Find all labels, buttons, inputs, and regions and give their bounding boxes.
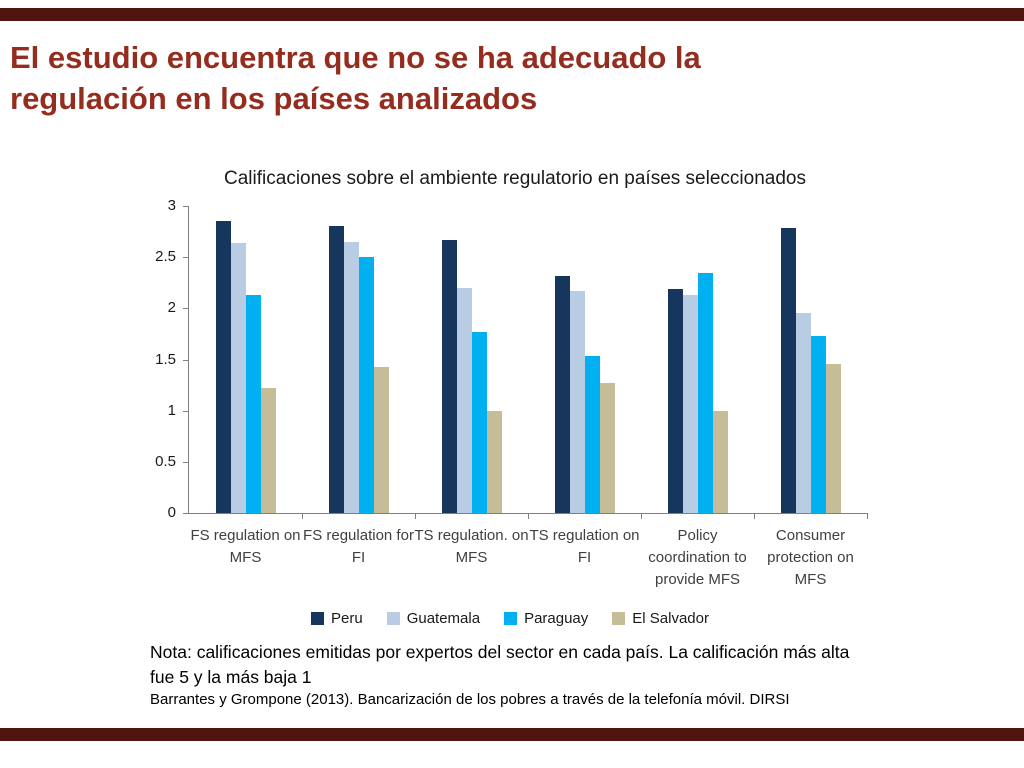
y-tick-label: 3 [167,197,176,214]
bar-group: TS regulation. on MFS [414,206,529,566]
bar-group: TS regulation on FI [528,206,642,566]
bar-peru [554,275,570,513]
bar-cluster [215,206,276,513]
legend-swatch [386,612,400,625]
bar-el-salvador [825,363,841,513]
bar-cluster [780,206,841,513]
bar-paraguay [810,335,826,513]
bar-el-salvador [712,410,728,513]
bar-cluster [554,206,615,513]
bottom-accent-bar [0,728,1024,741]
bar-peru [780,227,796,513]
y-tick-label: 2.5 [155,248,176,266]
bar-chart: 0 0.5 1 1.5 2 2.5 3 FS regulation on MFS FS reg… [148,198,872,626]
bar-guatemala [682,295,698,513]
bar-cluster [441,206,502,513]
bar-paraguay [471,331,487,513]
y-tick-label: 0 [167,504,176,521]
bar-group: FS regulation for FI [302,206,416,566]
bar-el-salvador [486,410,502,513]
y-tick-mark [183,513,188,514]
bar-guatemala [343,241,359,513]
bar-cluster [667,206,728,513]
category-label: Consumer protection on MFS [767,527,854,588]
legend-item: Peru [311,610,363,627]
bar-group: Policy coordination to provide MFS [641,206,755,588]
bar-guatemala [795,313,811,513]
bar-paraguay [358,257,374,513]
legend-label: El Salvador [632,610,709,627]
bar-el-salvador [599,383,615,513]
bar-peru [667,288,683,513]
category-label: TS regulation on FI [529,527,640,566]
bar-peru [328,226,344,513]
category-label: Policy coordination to provide MFS [648,527,747,588]
y-tick-label: 0.5 [155,452,176,470]
note-text: Nota: calificaciones emitidas por expert… [150,642,850,688]
y-tick-label: 1.5 [155,350,176,368]
legend-swatch [612,612,626,625]
legend-label: Paraguay [524,610,589,627]
category-label: FS regulation on MFS [190,527,301,566]
y-tick-mark [183,308,188,310]
top-accent-bar [0,8,1024,21]
bar-paraguay [584,356,600,513]
bar-peru [441,239,457,513]
legend-swatch [311,612,324,625]
bar-guatemala [230,242,246,513]
bar-guatemala [569,290,585,513]
slide-title: El estudio encuentra que no se ha adecua… [10,40,701,116]
y-tick-mark [183,359,188,361]
bar-paraguay [245,295,261,513]
bar-el-salvador [373,366,389,513]
bar-group: Consumer protection on MFS [754,206,868,588]
y-tick-mark [183,461,188,463]
legend-item: Paraguay [504,610,588,627]
chart-title: Calificaciones sobre el ambiente regulat… [224,168,806,189]
y-tick-mark [183,206,188,207]
y-tick-label: 1 [167,401,176,419]
legend-label: Guatemala [406,610,481,627]
legend-label: Peru [331,610,363,627]
plot-area: FS regulation on MFS FS regulation for FI… [188,206,868,588]
bar-guatemala [456,287,472,513]
bar-cluster [328,206,389,513]
legend-swatch [504,612,518,625]
y-tick-label: 2 [167,299,176,317]
y-tick-mark [183,410,188,412]
y-tick-mark [183,257,188,259]
bar-el-salvador [260,388,276,513]
legend-item: El Salvador [612,610,709,627]
legend-item: Guatemala [386,610,481,627]
y-axis: 0 0.5 1 1.5 2 2.5 3 [148,198,188,521]
chart-legend: Peru Guatemala Paraguay El Salvador [148,610,872,627]
bar-paraguay [697,272,713,513]
source-text: Barrantes y Grompone (2013). Bancarizaci… [150,691,790,708]
category-label: FS regulation for FI [303,527,414,566]
bar-group: FS regulation on MFS [189,206,303,566]
category-label: TS regulation. on MFS [414,527,529,566]
bar-peru [215,221,231,513]
